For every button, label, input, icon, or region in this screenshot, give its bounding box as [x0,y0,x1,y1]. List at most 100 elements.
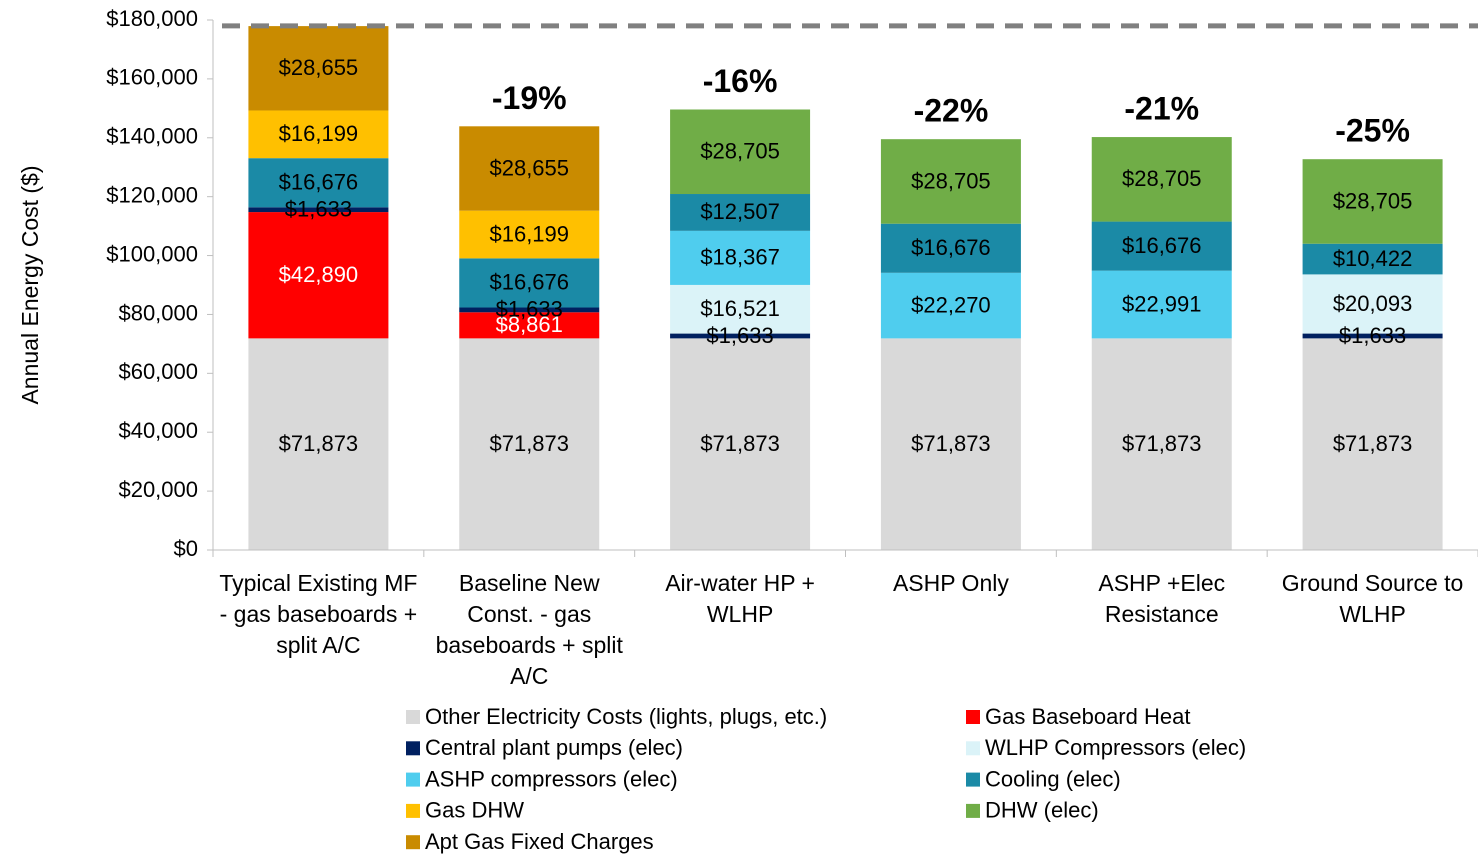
data-label: $28,655 [279,55,359,80]
data-label: $22,270 [911,292,991,317]
bar-segment [670,333,811,339]
legend-label: Cooling (elec) [985,766,1121,791]
legend-swatch [966,772,980,787]
legend-label: Gas Baseboard Heat [985,704,1190,729]
bar-segment [459,258,600,308]
x-tick-label: Baseline New Const. - gas baseboards + s… [435,570,623,689]
data-label: $28,705 [700,139,780,164]
y-tick-label: $160,000 [106,65,198,90]
legend-label: Other Electricity Costs (lights, plugs, … [425,704,827,729]
x-tick-label: ASHP +Elec Resistance [1098,570,1226,627]
x-tick-label: ASHP Only [892,570,1009,596]
data-label: $71,873 [1333,431,1413,456]
x-tick-label: Air-water HP + WLHP [665,570,815,627]
bar-segment [248,212,389,339]
data-label: $71,873 [489,431,569,456]
annotation: -25% [1335,113,1410,149]
data-label: $16,676 [911,235,991,260]
x-tick-label: Ground Source to WLHP [1281,570,1464,627]
y-tick-label: $100,000 [106,241,198,266]
bar-segment [1302,333,1443,339]
data-label: $10,422 [1333,246,1413,271]
bar-segment [459,312,600,339]
bar-segment [880,223,1021,273]
data-label: $20,093 [1333,291,1413,316]
bar-segment [670,284,811,334]
legend-label: Central plant pumps (elec) [425,735,683,760]
legend-label: ASHP compressors (elec) [425,766,678,791]
legend-swatch [406,710,420,724]
annotation: -16% [703,63,778,99]
annotation: -19% [492,80,567,116]
data-label: $71,873 [700,431,780,456]
legend-label: WLHP Compressors (elec) [985,735,1246,760]
data-label: $16,676 [279,170,359,195]
data-label: $22,991 [1122,291,1202,316]
legend-swatch [966,741,980,756]
legend-swatch [406,741,420,756]
bar-segment [459,307,600,313]
bar-segment [880,338,1021,550]
bar-segment [1091,221,1232,271]
bar-segment [1091,338,1232,550]
data-label: $28,655 [489,155,569,180]
data-label: $71,873 [279,431,359,456]
annotation: -21% [1124,91,1199,127]
y-tick-label: $60,000 [118,359,198,384]
legend-swatch [406,772,420,787]
bar-segment [670,230,811,285]
data-label: $1,633 [706,323,773,348]
y-tick-label: $180,000 [106,6,198,31]
bar-segment [459,210,600,259]
data-label: $28,705 [1122,166,1202,191]
legend-label: Gas DHW [425,798,524,823]
bar-segment [248,338,389,550]
x-tick-label: Typical Existing MF - gas baseboards + s… [219,570,418,658]
data-label: $16,199 [489,221,569,246]
legend-swatch [406,835,420,850]
y-tick-label: $80,000 [118,300,198,325]
bar-segment [670,109,811,195]
bar-segment [1091,270,1232,339]
bar-segment [248,26,389,111]
y-tick-label: $20,000 [118,477,198,502]
data-label: $16,676 [489,270,569,295]
legend-swatch [966,803,980,818]
y-axis-label: Annual Energy Cost ($) [17,165,43,404]
data-label: $28,705 [911,168,991,193]
data-label: $12,507 [700,199,780,224]
bar-segment [670,338,811,550]
y-tick-label: $120,000 [106,182,198,207]
bar-segment [1302,338,1443,550]
annotation: -22% [914,93,989,129]
y-tick-label: $0 [174,536,198,561]
data-label: $71,873 [1122,431,1202,456]
y-tick-label: $140,000 [106,124,198,149]
bar-segment [248,207,389,213]
data-label: $16,199 [279,121,359,146]
bar-segment [1091,137,1232,222]
bar-segment [459,338,600,550]
legend-swatch [966,710,980,724]
data-label: $28,705 [1333,188,1413,213]
bar-segment [1302,159,1443,244]
bar-segment [248,158,389,208]
y-tick-label: $40,000 [118,418,198,443]
bar-segment [880,272,1021,339]
bar-segment [1302,274,1443,334]
data-label: $16,521 [700,296,780,321]
data-label: $1,633 [1339,323,1406,348]
data-label: $71,873 [911,431,991,456]
data-label: $1,633 [496,297,563,322]
data-label: $16,676 [1122,233,1202,258]
legend-label: Apt Gas Fixed Charges [425,829,654,854]
legend-swatch [406,803,420,818]
data-label: $1,633 [285,196,352,221]
bar-segment [248,110,389,159]
bar-segment [459,126,600,211]
data-label: $18,367 [700,245,780,270]
bar-segment [880,139,1021,224]
data-label: $42,890 [279,262,359,287]
